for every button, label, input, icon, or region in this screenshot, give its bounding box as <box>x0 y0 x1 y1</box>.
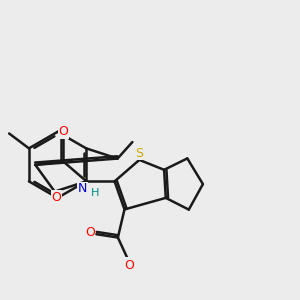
Text: O: O <box>124 259 134 272</box>
Text: O: O <box>85 226 95 239</box>
Text: H: H <box>91 188 99 198</box>
Text: S: S <box>135 147 143 160</box>
Text: N: N <box>78 182 87 195</box>
Text: O: O <box>58 125 68 138</box>
Text: O: O <box>51 191 61 204</box>
